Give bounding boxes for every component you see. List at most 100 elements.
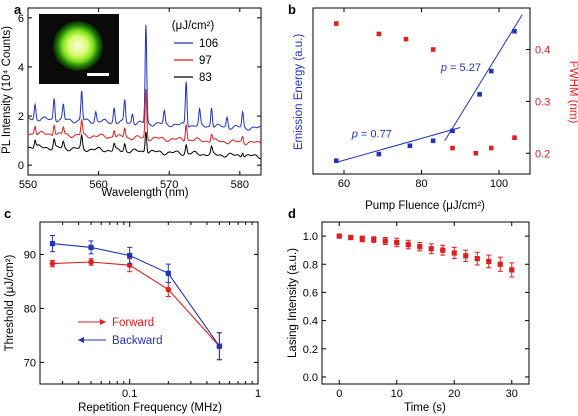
a-ytick-label: 4	[18, 62, 24, 74]
series-line-backward	[52, 243, 220, 347]
legend-arrowhead-backward	[78, 337, 84, 343]
intensity-marker	[451, 250, 457, 256]
a-ytick-label: 2	[18, 111, 24, 123]
d-xtick-label: 0	[336, 388, 342, 400]
intensity-marker	[359, 236, 365, 242]
forward-marker	[49, 260, 56, 267]
fwhm-marker	[473, 150, 479, 156]
backward-marker	[165, 270, 171, 276]
d-xtick-label: 30	[506, 388, 518, 400]
intensity-marker	[440, 247, 446, 253]
panel-letter-d: d	[288, 206, 296, 221]
legend-label-backward: Backward	[112, 335, 163, 347]
panel-c: c 0.1 1 70 80 90 Forward Backward Repetition …	[4, 206, 261, 414]
intensity-marker	[336, 233, 342, 239]
spectrum-line-83	[27, 131, 262, 160]
backward-marker	[49, 241, 56, 247]
energy-marker	[333, 158, 339, 164]
intensity-marker	[463, 253, 469, 259]
spectrum-line-97	[27, 88, 262, 146]
intensity-marker	[417, 244, 423, 250]
forward-marker	[88, 259, 94, 265]
panel-b: b 60 80 100 0.2 0.3 0.4 p = 0.77 p = 5.27 Pump…	[288, 2, 578, 212]
x-axis-label-d: Time (s)	[404, 402, 446, 414]
markers-d	[336, 233, 515, 278]
intensity-marker	[486, 258, 492, 265]
intensity-marker	[382, 238, 388, 244]
energy-marker	[450, 128, 455, 134]
intensity-marker	[394, 239, 400, 246]
spectra-a	[27, 24, 262, 160]
intensity-marker	[428, 246, 434, 252]
a-xtick-label: 570	[160, 179, 178, 191]
b-xtick-label: 80	[415, 178, 427, 190]
series-c	[49, 235, 223, 361]
panel-d: d 0 10 20 30 0.0 0.2 0.4 0.6 0.8 1.0 Time (s) Las…	[287, 206, 530, 414]
energy-marker	[512, 28, 517, 34]
y-axis-label-a: PL Intensity (10⁴ Counts)	[1, 26, 13, 154]
legend-label-forward: Forward	[112, 317, 154, 329]
spectrum-line-106	[27, 24, 262, 131]
a-ytick-label: 6	[18, 13, 24, 25]
d-xtick-label: 20	[448, 388, 460, 400]
a-xtick-label: 550	[19, 179, 37, 191]
energy-marker	[430, 138, 436, 144]
markers-b	[333, 21, 517, 164]
plot-frame-d	[321, 221, 530, 385]
a-xtick-label: 560	[89, 179, 107, 191]
plot-frame-a	[27, 7, 262, 176]
fwhm-marker	[512, 135, 517, 140]
microsphere-image	[53, 21, 103, 71]
backward-marker	[88, 244, 94, 250]
x-axis-label-b: Pump Fluence (μJ/cm²)	[365, 200, 485, 212]
energy-marker	[407, 143, 413, 149]
d-ytick-label: 0.6	[303, 287, 318, 299]
plot-frame-c	[39, 221, 259, 385]
c-ytick-label: 90	[24, 249, 36, 261]
d-ytick-label: 0.8	[303, 259, 318, 271]
b-xtick-label: 60	[338, 178, 350, 190]
intensity-marker	[474, 256, 480, 262]
backward-marker	[216, 343, 222, 349]
scale-bar	[87, 73, 109, 76]
c-ytick-label: 80	[24, 303, 36, 315]
fit-lines-b: p = 0.77 p = 5.27	[336, 14, 523, 163]
legend-label-97: 97	[199, 55, 212, 67]
legend-title-a: (μJ/cm²)	[172, 20, 215, 32]
series-line-forward	[52, 261, 220, 347]
fwhm-marker	[430, 47, 436, 52]
intensity-marker	[371, 237, 377, 243]
b-y2tick-label: 0.4	[535, 45, 550, 57]
y-axis-label-c: Threshold (μJ/cm²)	[4, 254, 16, 351]
inset-image	[39, 14, 119, 84]
d-xtick-label: 10	[391, 388, 403, 400]
legend-label-83: 83	[199, 72, 212, 84]
y-axis-label-b: Emission Energy (a.u.)	[293, 34, 305, 150]
intensity-marker	[348, 234, 354, 241]
c-xtick-label: 1	[255, 388, 261, 400]
legend-c: Forward Backward	[78, 317, 163, 347]
ticks-d: 0 10 20 30 0.0 0.2 0.4 0.6 0.8 1.0	[303, 222, 529, 400]
ticks-c: 0.1 1 70 80 90	[24, 222, 261, 400]
b-xtick-label: 100	[490, 178, 508, 190]
panel-a: a 550 560 570 580 0 2 4 6 (μJ/cm²) 106 97 83 Wave…	[1, 2, 262, 199]
legend-arrowhead-forward	[100, 319, 106, 325]
energy-marker	[477, 92, 482, 97]
b-y2tick-label: 0.3	[535, 96, 550, 108]
fwhm-marker	[376, 31, 382, 37]
intensity-marker	[509, 267, 515, 273]
d-ytick-label: 0.2	[303, 344, 318, 356]
d-ytick-label: 1.0	[303, 231, 318, 243]
fit-line-1	[336, 127, 461, 163]
fit-label-1: p = 0.77	[351, 128, 392, 140]
panel-letter-c: c	[4, 206, 11, 221]
legend-label-106: 106	[199, 38, 218, 50]
fit-label-2: p = 5.27	[440, 62, 481, 74]
a-ytick-label: 0	[18, 160, 24, 172]
energy-marker	[376, 151, 382, 157]
y-axis-label-d: Lasing Intensity (a.u.)	[287, 248, 299, 358]
a-xtick-label: 580	[231, 179, 249, 191]
d-ytick-label: 0.4	[303, 316, 318, 328]
d-ytick-label: 0.0	[303, 372, 318, 384]
